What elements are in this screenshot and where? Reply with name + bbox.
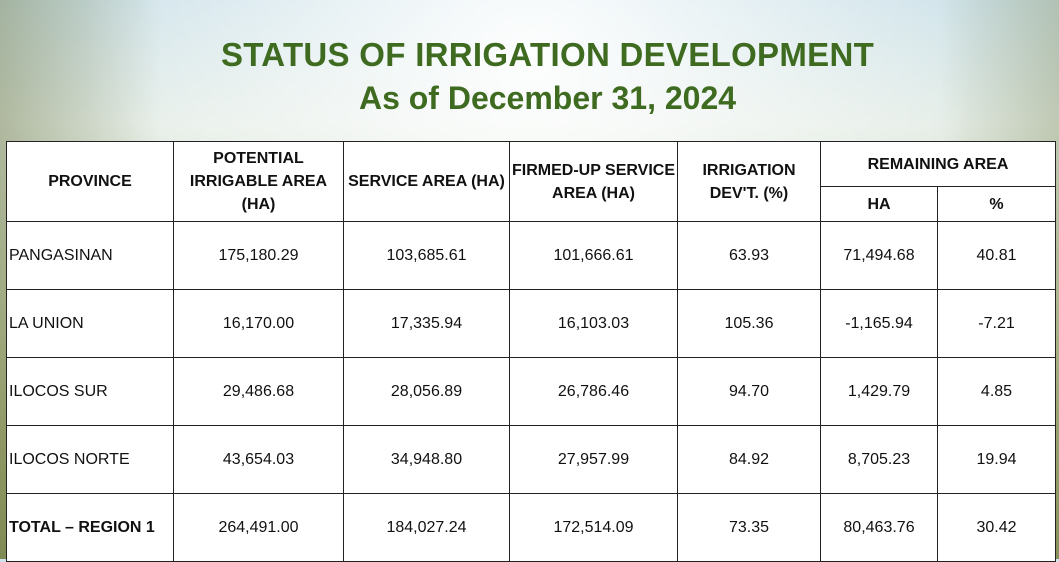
header-service-area: SERVICE AREA (HA) — [343, 141, 510, 222]
cell-service: 184,027.24 — [343, 493, 510, 562]
cell-dev: 84.92 — [677, 425, 821, 494]
cell-remaining-pct: 30.42 — [937, 493, 1056, 562]
cell-dev: 105.36 — [677, 289, 821, 358]
cell-remaining-pct: 4.85 — [937, 357, 1056, 426]
cell-firmed: 172,514.09 — [509, 493, 678, 562]
cell-service: 28,056.89 — [343, 357, 510, 426]
cell-potential: 175,180.29 — [173, 221, 344, 290]
table-row: ILOCOS SUR 29,486.68 28,056.89 26,786.46… — [6, 357, 1056, 426]
cell-province: ILOCOS NORTE — [6, 425, 174, 494]
header-remaining-ha: HA — [820, 186, 938, 222]
cell-dev: 63.93 — [677, 221, 821, 290]
cell-firmed: 27,957.99 — [509, 425, 678, 494]
table-row-total: TOTAL – REGION 1 264,491.00 184,027.24 1… — [6, 493, 1056, 562]
cell-firmed: 26,786.46 — [509, 357, 678, 426]
table-row: LA UNION 16,170.00 17,335.94 16,103.03 1… — [6, 289, 1056, 358]
cell-province: TOTAL – REGION 1 — [6, 493, 174, 562]
cell-dev: 94.70 — [677, 357, 821, 426]
cell-service: 17,335.94 — [343, 289, 510, 358]
cell-potential: 264,491.00 — [173, 493, 344, 562]
cell-remaining-ha: 71,494.68 — [820, 221, 938, 290]
header-potential-irrigable-area: POTENTIAL IRRIGABLE AREA (HA) — [173, 141, 344, 222]
cell-dev: 73.35 — [677, 493, 821, 562]
cell-potential: 16,170.00 — [173, 289, 344, 358]
cell-remaining-pct: 19.94 — [937, 425, 1056, 494]
cell-province: ILOCOS SUR — [6, 357, 174, 426]
irrigation-status-table: PROVINCE POTENTIAL IRRIGABLE AREA (HA) S… — [6, 141, 1056, 562]
cell-remaining-pct: -7.21 — [937, 289, 1056, 358]
table-row: ILOCOS NORTE 43,654.03 34,948.80 27,957.… — [6, 425, 1056, 494]
cell-remaining-ha: 8,705.23 — [820, 425, 938, 494]
header-province: PROVINCE — [6, 141, 174, 222]
page-subtitle-date: As of December 31, 2024 — [358, 80, 737, 116]
cell-service: 103,685.61 — [343, 221, 510, 290]
cell-province: PANGASINAN — [6, 221, 174, 290]
cell-potential: 29,486.68 — [173, 357, 344, 426]
cell-remaining-ha: 1,429.79 — [820, 357, 938, 426]
table-row: PANGASINAN 175,180.29 103,685.61 101,666… — [6, 221, 1056, 290]
cell-service: 34,948.80 — [343, 425, 510, 494]
cell-firmed: 16,103.03 — [509, 289, 678, 358]
cell-remaining-pct: 40.81 — [937, 221, 1056, 290]
cell-potential: 43,654.03 — [173, 425, 344, 494]
header-remaining-area: REMAINING AREA — [820, 141, 1056, 187]
header-remaining-pct: % — [937, 186, 1056, 222]
cell-province: LA UNION — [6, 289, 174, 358]
header-irrigation-development: IRRIGATION DEV'T. (%) — [677, 141, 821, 222]
header-firmed-up-service-area: FIRMED-UP SERVICE AREA (HA) — [509, 141, 678, 222]
cell-remaining-ha: 80,463.76 — [820, 493, 938, 562]
cell-firmed: 101,666.61 — [509, 221, 678, 290]
page-title: STATUS OF IRRIGATION DEVELOPMENT — [220, 36, 875, 73]
cell-remaining-ha: -1,165.94 — [820, 289, 938, 358]
